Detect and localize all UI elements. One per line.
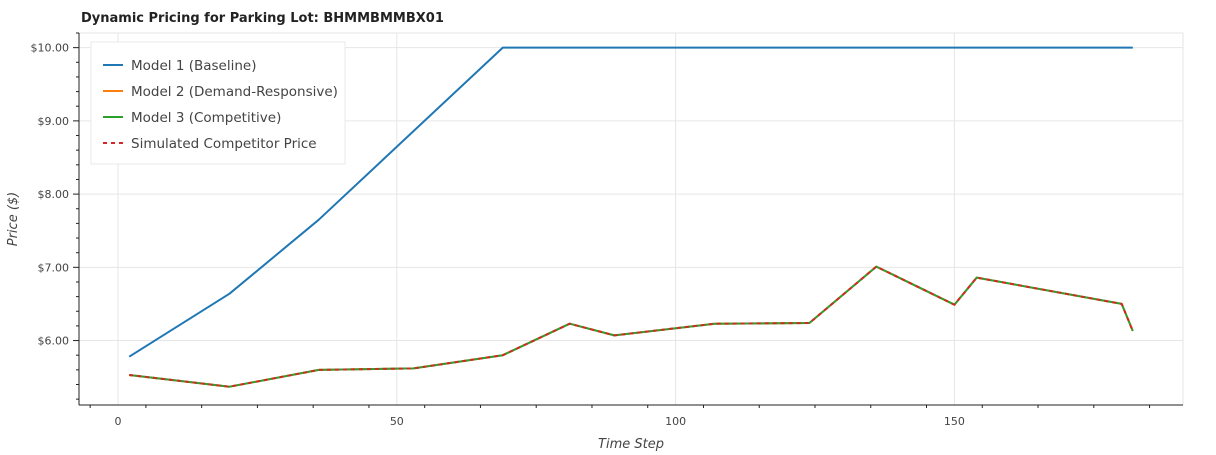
legend-label-3: Model 3 (Competitive) — [131, 110, 281, 126]
legend-label-4: Simulated Competitor Price — [131, 136, 317, 152]
legend-label-1: Model 1 (Baseline) — [131, 58, 256, 74]
legend-label-2: Model 2 (Demand-Responsive) — [131, 84, 338, 100]
y-tick-label: $10.00 — [31, 42, 70, 55]
y-tick-label: $6.00 — [38, 335, 70, 348]
series-line-3 — [129, 265, 1134, 388]
x-tick-label: 100 — [665, 415, 686, 428]
x-axis-label: Time Step — [598, 437, 664, 452]
series-line-1 — [128, 46, 1133, 358]
legend: Model 1 (Baseline) Model 2 (Demand-Respon… — [90, 41, 346, 165]
chart-title: Dynamic Pricing for Parking Lot: BHMMBMM… — [81, 11, 444, 26]
y-tick-label: $8.00 — [38, 188, 70, 201]
x-tick-label: 50 — [390, 415, 404, 428]
x-tick-label: 150 — [944, 415, 965, 428]
x-tick-label: 0 — [115, 415, 122, 428]
y-tick-label: $9.00 — [38, 115, 70, 128]
y-axis-label: Price ($) — [6, 192, 21, 247]
series-layer — [128, 46, 1134, 388]
series-line-2 — [129, 265, 1134, 388]
series-line-4 — [129, 265, 1134, 388]
y-tick-label: $7.00 — [38, 261, 70, 274]
axes: 0 50 100 150 $6.00 $7.00 $8.00 $9.00 $10.00 — [31, 32, 1183, 428]
legend-box — [90, 41, 346, 165]
